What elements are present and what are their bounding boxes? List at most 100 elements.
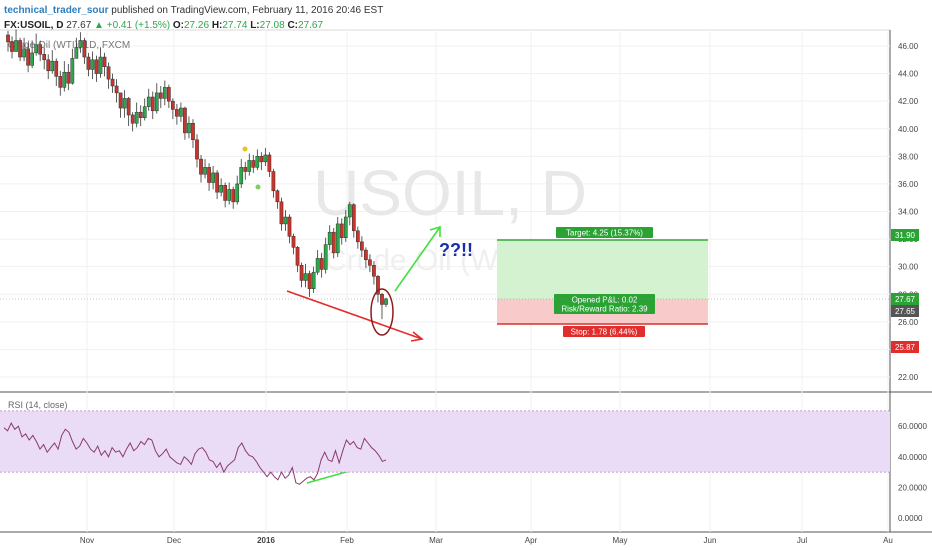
- candle: [219, 178, 223, 197]
- candle: [211, 165, 215, 190]
- time-tick-label: Feb: [340, 536, 354, 545]
- candle: [142, 98, 147, 121]
- candle: [251, 154, 256, 173]
- target-price-tag-text: 31.90: [895, 231, 916, 240]
- pnl-label: Opened P&L: 0.02: [572, 296, 638, 305]
- candle: [279, 197, 284, 231]
- open-label: O:: [172, 20, 184, 31]
- question-annotation[interactable]: ??!!: [439, 240, 473, 260]
- candle: [207, 163, 211, 191]
- candle: [74, 37, 79, 59]
- highlight-ellipse[interactable]: [370, 288, 394, 336]
- change-arrow-icon: ▲: [94, 20, 104, 31]
- candle: [94, 55, 99, 82]
- price-tick-label: 30.00: [898, 263, 919, 272]
- candle: [271, 168, 276, 198]
- series-legend: Crude Oil (WTI), 1D, FXCM: [8, 40, 130, 51]
- candle: [66, 63, 71, 91]
- chart-header: technical_trader_sour published on Tradi…: [4, 3, 383, 33]
- candle: [126, 97, 131, 126]
- candle: [118, 92, 123, 118]
- time-axis: Nov Dec 2016 Feb Mar Apr May Jun Jul Au: [80, 536, 893, 545]
- candle: [150, 91, 155, 120]
- candle: [364, 247, 368, 269]
- price-tick-label: 22.00: [898, 373, 919, 382]
- candle: [299, 262, 304, 288]
- event-marker-green[interactable]: [255, 184, 261, 190]
- candle: [227, 182, 232, 205]
- target-price-tag: [891, 229, 919, 241]
- price-tick-label: 46.00: [898, 42, 919, 51]
- candle: [130, 112, 135, 132]
- candle: [110, 73, 115, 93]
- last-price-tag: [891, 293, 919, 305]
- rsi-title: RSI (14, close): [8, 400, 68, 410]
- candle: [356, 226, 360, 249]
- candle: [26, 43, 30, 73]
- candle: [372, 261, 376, 285]
- price-axis: 22.0024.0026.0028.0030.0032.0034.0036.00…: [898, 42, 919, 382]
- candle: [10, 36, 14, 59]
- candle: [247, 153, 252, 176]
- watermark-symbol: USOIL, D: [313, 157, 587, 229]
- candle: [106, 62, 111, 89]
- candle: [231, 186, 236, 209]
- stop-price-tag-text: 25.87: [895, 343, 916, 352]
- rsi-tick-label: 40.0000: [898, 453, 927, 462]
- support-trend-arrow[interactable]: [286, 290, 423, 340]
- candle: [187, 116, 191, 139]
- price-tags: 31.90 27.67 27.65 25.87: [891, 229, 919, 353]
- candle: [30, 40, 34, 69]
- candle: [368, 254, 372, 273]
- candle: [283, 210, 288, 231]
- candle: [291, 233, 296, 255]
- candle: [239, 159, 244, 189]
- candle: [339, 218, 344, 245]
- candle: [171, 98, 175, 120]
- breakout-arrow[interactable]: [394, 226, 441, 292]
- candle: [138, 105, 143, 126]
- change-value: +0.41 (+1.5%): [106, 20, 171, 31]
- long-position-tool[interactable]: Target: 4.25 (15.37%) Opened P&L: 0.02 R…: [497, 227, 708, 337]
- candle: [46, 54, 51, 80]
- candle: [70, 48, 75, 85]
- candle: [38, 40, 43, 62]
- time-tick-label: Jul: [797, 536, 807, 545]
- breakout-arrow-head-icon: [429, 225, 441, 237]
- candle: [351, 203, 356, 238]
- high-value: 27.74: [222, 20, 248, 31]
- event-marker-yellow[interactable]: [242, 146, 248, 152]
- time-tick-label: Au: [883, 536, 893, 545]
- rsi-tick-label: 0.0000: [898, 514, 923, 523]
- low-label: L:: [250, 20, 260, 31]
- symbol-label: FX:USOIL, D: [4, 20, 64, 31]
- close-label: C:: [287, 20, 299, 31]
- candle: [134, 102, 139, 128]
- candle: [122, 90, 127, 118]
- close-value: 27.67: [298, 20, 324, 31]
- candle: [18, 37, 22, 62]
- candle: [62, 61, 67, 92]
- candle: [235, 175, 240, 205]
- rsi-axis: 0.0000 20.0000 40.0000 60.0000: [898, 422, 927, 523]
- price-tick-label: 40.00: [898, 125, 919, 134]
- published-text: published on TradingView.com, February 1…: [111, 5, 384, 16]
- candle: [102, 52, 107, 77]
- high-label: H:: [211, 20, 223, 31]
- candle: [183, 106, 187, 140]
- entry-price-tag-text: 27.65: [895, 307, 916, 316]
- target-label-box: [556, 227, 653, 238]
- candle: [327, 225, 332, 251]
- price-tick-label: 44.00: [898, 70, 919, 79]
- price-tick-label: 34.00: [898, 208, 919, 217]
- candle: [259, 152, 264, 171]
- candle: [54, 58, 59, 86]
- candle: [90, 51, 95, 80]
- candle: [203, 159, 207, 179]
- candle: [42, 47, 47, 70]
- target-zone: [497, 240, 708, 299]
- candle: [98, 47, 103, 78]
- author-link[interactable]: technical_trader_sour: [4, 5, 109, 16]
- time-tick-label: Nov: [80, 536, 94, 545]
